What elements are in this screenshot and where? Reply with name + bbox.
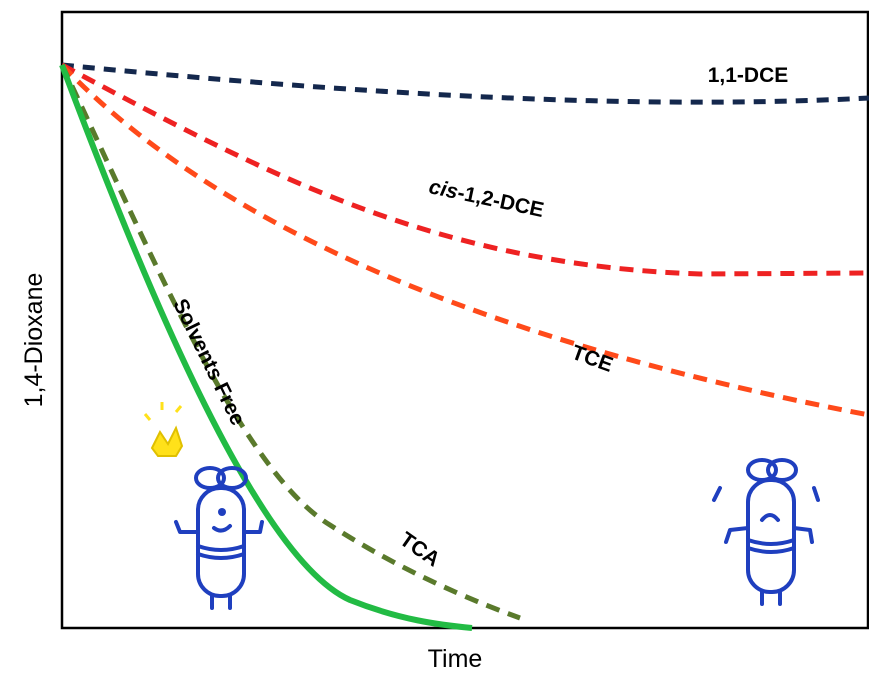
curve-label: TCE	[569, 341, 616, 377]
happy-figure	[145, 402, 262, 608]
curve-label: TCA	[395, 528, 444, 572]
curve-label: 1,1-DCE	[708, 64, 789, 87]
worried-figure	[714, 460, 818, 604]
curve-tca	[62, 65, 520, 618]
x-axis-label: Time	[428, 645, 483, 673]
diagram: 1,1-DCE cis-1,2-DCE TCE TCA Solvents Fre…	[0, 0, 869, 673]
curve-label-italic: cis	[427, 175, 460, 204]
curve-label: -1,2-DCE	[455, 181, 545, 222]
curve-label: cis-1,2-DCE	[427, 175, 546, 222]
y-axis-label: 1,4-Dioxane	[20, 273, 48, 408]
